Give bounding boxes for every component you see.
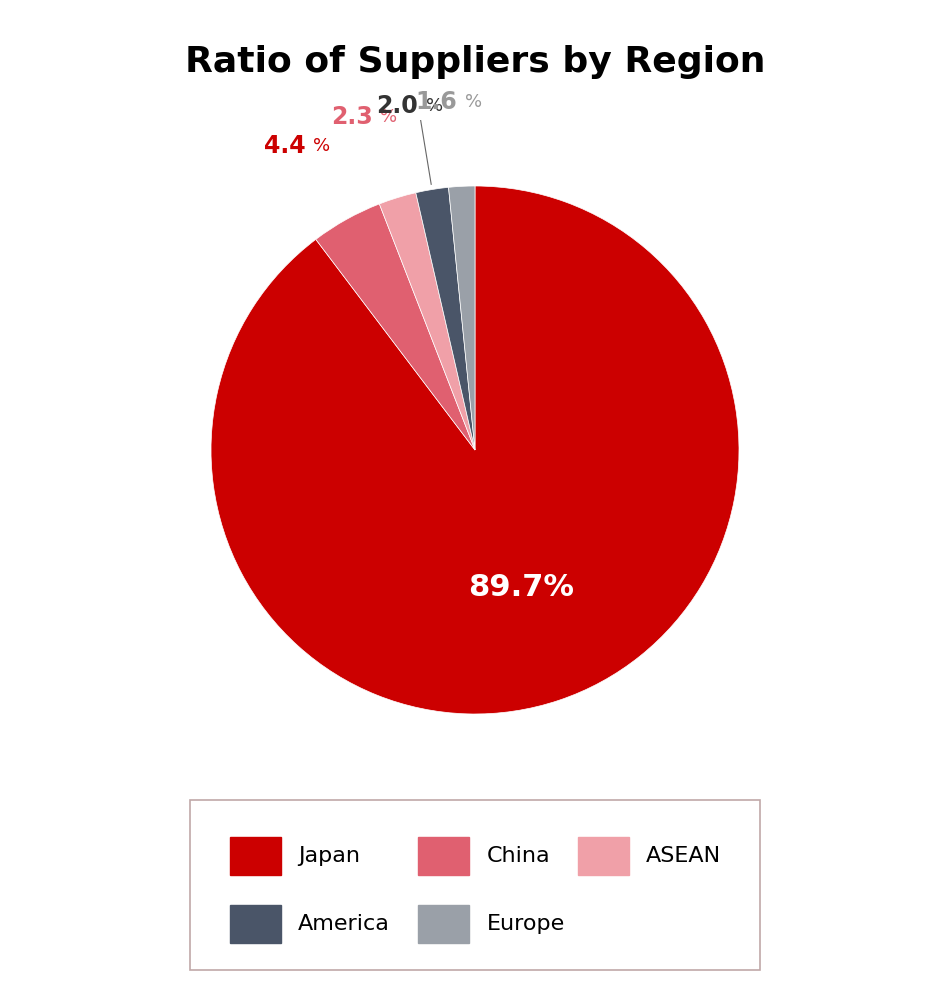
Bar (230, 837, 281, 875)
Wedge shape (448, 186, 475, 450)
Text: Ratio of Suppliers by Region: Ratio of Suppliers by Region (184, 45, 766, 79)
Bar (578, 837, 629, 875)
Text: ASEAN: ASEAN (646, 846, 721, 866)
Bar (418, 837, 469, 875)
Wedge shape (211, 186, 739, 714)
Text: %: % (314, 137, 331, 155)
Text: China: China (486, 846, 550, 866)
Wedge shape (416, 187, 475, 450)
Text: 1.6: 1.6 (416, 90, 458, 114)
Text: 2.0: 2.0 (376, 94, 418, 118)
Bar (230, 905, 281, 943)
Bar (418, 905, 469, 943)
Wedge shape (315, 204, 475, 450)
Text: Japan: Japan (298, 846, 360, 866)
Text: 4.4: 4.4 (263, 134, 305, 158)
Text: %: % (427, 97, 444, 115)
Wedge shape (379, 193, 475, 450)
Text: 2.3: 2.3 (331, 105, 372, 129)
Text: %: % (466, 93, 483, 111)
FancyBboxPatch shape (190, 800, 760, 970)
Text: %: % (380, 108, 398, 126)
Text: Europe: Europe (486, 914, 564, 934)
Text: America: America (298, 914, 390, 934)
Text: 89.7%: 89.7% (468, 573, 574, 602)
